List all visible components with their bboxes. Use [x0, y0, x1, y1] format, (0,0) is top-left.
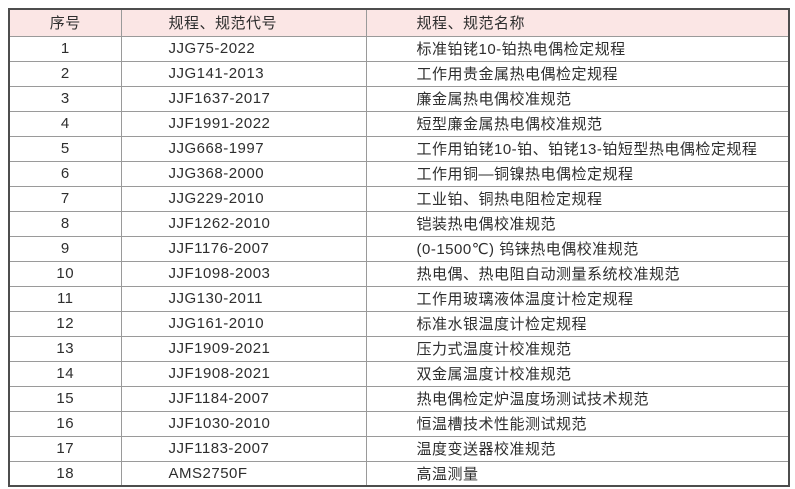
table-row: 17 JJF1183-2007 温度变送器校准规范 — [8, 435, 790, 462]
table-row: 5 JJG668-1997 工作用铂铑10-铂、铂铑13-铂短型热电偶检定规程 — [8, 135, 790, 162]
cell-code: JJG368-2000 — [120, 160, 367, 187]
cell-index: 5 — [8, 135, 122, 162]
table-row: 7 JJG229-2010 工业铂、铜热电阻检定规程 — [8, 185, 790, 212]
cell-code: JJF1262-2010 — [120, 210, 367, 237]
cell-name: 短型廉金属热电偶校准规范 — [365, 110, 790, 137]
cell-name: 温度变送器校准规范 — [365, 435, 790, 462]
cell-code: JJF1184-2007 — [120, 385, 367, 412]
table-row: 9 JJF1176-2007 (0-1500℃) 钨铼热电偶校准规范 — [8, 235, 790, 262]
table-row: 4 JJF1991-2022 短型廉金属热电偶校准规范 — [8, 110, 790, 137]
cell-name: 压力式温度计校准规范 — [365, 335, 790, 362]
table-row: 8 JJF1262-2010 铠装热电偶校准规范 — [8, 210, 790, 237]
table-header: 序号 规程、规范代号 规程、规范名称 — [8, 8, 790, 37]
cell-index: 16 — [8, 410, 122, 437]
cell-index: 11 — [8, 285, 122, 312]
cell-index: 2 — [8, 60, 122, 87]
cell-index: 7 — [8, 185, 122, 212]
col-header-index: 序号 — [8, 8, 122, 37]
cell-name: 热电偶、热电阻自动测量系统校准规范 — [365, 260, 790, 287]
cell-code: JJF1098-2003 — [120, 260, 367, 287]
table-row: 14 JJF1908-2021 双金属温度计校准规范 — [8, 360, 790, 387]
cell-name: 工业铂、铜热电阻检定规程 — [365, 185, 790, 212]
table-row: 1 JJG75-2022 标准铂铑10-铂热电偶检定规程 — [8, 35, 790, 62]
cell-index: 10 — [8, 260, 122, 287]
table-row: 12 JJG161-2010 标准水银温度计检定规程 — [8, 310, 790, 337]
cell-name: 标准铂铑10-铂热电偶检定规程 — [365, 35, 790, 62]
cell-name: 工作用铜—铜镍热电偶检定规程 — [365, 160, 790, 187]
cell-code: JJF1991-2022 — [120, 110, 367, 137]
table-row: 2 JJG141-2013 工作用贵金属热电偶检定规程 — [8, 60, 790, 87]
table-row: 6 JJG368-2000 工作用铜—铜镍热电偶检定规程 — [8, 160, 790, 187]
header-row: 序号 规程、规范代号 规程、规范名称 — [8, 8, 790, 37]
col-header-name: 规程、规范名称 — [365, 8, 790, 37]
cell-code: JJF1909-2021 — [120, 335, 367, 362]
cell-code: JJG130-2011 — [120, 285, 367, 312]
cell-name: (0-1500℃) 钨铼热电偶校准规范 — [365, 235, 790, 262]
cell-code: JJG229-2010 — [120, 185, 367, 212]
cell-code: JJF1176-2007 — [120, 235, 367, 262]
table-row: 18 AMS2750F 高温测量 — [8, 460, 790, 487]
table-row: 10 JJF1098-2003 热电偶、热电阻自动测量系统校准规范 — [8, 260, 790, 287]
cell-index: 8 — [8, 210, 122, 237]
table-row: 11 JJG130-2011 工作用玻璃液体温度计检定规程 — [8, 285, 790, 312]
cell-name: 铠装热电偶校准规范 — [365, 210, 790, 237]
cell-code: JJG75-2022 — [120, 35, 367, 62]
cell-name: 工作用玻璃液体温度计检定规程 — [365, 285, 790, 312]
table-row: 3 JJF1637-2017 廉金属热电偶校准规范 — [8, 85, 790, 112]
cell-index: 12 — [8, 310, 122, 337]
cell-code: JJF1637-2017 — [120, 85, 367, 112]
cell-name: 恒温槽技术性能测试规范 — [365, 410, 790, 437]
cell-code: AMS2750F — [120, 460, 367, 487]
cell-name: 高温测量 — [365, 460, 790, 487]
cell-index: 6 — [8, 160, 122, 187]
cell-name: 工作用铂铑10-铂、铂铑13-铂短型热电偶检定规程 — [365, 135, 790, 162]
cell-index: 1 — [8, 35, 122, 62]
cell-name: 标准水银温度计检定规程 — [365, 310, 790, 337]
cell-code: JJF1183-2007 — [120, 435, 367, 462]
cell-code: JJF1908-2021 — [120, 360, 367, 387]
table-row: 16 JJF1030-2010 恒温槽技术性能测试规范 — [8, 410, 790, 437]
cell-index: 18 — [8, 460, 122, 487]
cell-name: 工作用贵金属热电偶检定规程 — [365, 60, 790, 87]
cell-code: JJF1030-2010 — [120, 410, 367, 437]
cell-index: 13 — [8, 335, 122, 362]
cell-name: 双金属温度计校准规范 — [365, 360, 790, 387]
cell-index: 14 — [8, 360, 122, 387]
table-row: 13 JJF1909-2021 压力式温度计校准规范 — [8, 335, 790, 362]
col-header-code: 规程、规范代号 — [120, 8, 367, 37]
table-row: 15 JJF1184-2007 热电偶检定炉温度场测试技术规范 — [8, 385, 790, 412]
cell-code: JJG141-2013 — [120, 60, 367, 87]
cell-index: 15 — [8, 385, 122, 412]
cell-code: JJG668-1997 — [120, 135, 367, 162]
cell-name: 热电偶检定炉温度场测试技术规范 — [365, 385, 790, 412]
cell-index: 3 — [8, 85, 122, 112]
cell-name: 廉金属热电偶校准规范 — [365, 85, 790, 112]
cell-code: JJG161-2010 — [120, 310, 367, 337]
table-body: 1 JJG75-2022 标准铂铑10-铂热电偶检定规程 2 JJG141-20… — [8, 35, 790, 487]
cell-index: 17 — [8, 435, 122, 462]
cell-index: 4 — [8, 110, 122, 137]
standards-table: 序号 规程、规范代号 规程、规范名称 1 JJG75-2022 标准铂铑10-铂… — [8, 8, 790, 487]
cell-index: 9 — [8, 235, 122, 262]
standards-table-wrapper: 序号 规程、规范代号 规程、规范名称 1 JJG75-2022 标准铂铑10-铂… — [8, 8, 790, 487]
